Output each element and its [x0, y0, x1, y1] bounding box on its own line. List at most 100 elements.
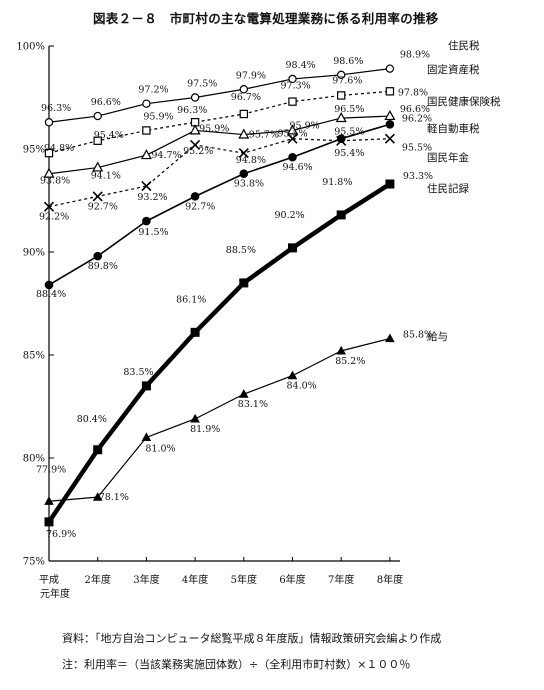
data-label: 98.6% [333, 56, 363, 67]
data-point-marker [140, 149, 152, 160]
data-label: 89.8% [88, 261, 118, 272]
data-point-marker [190, 192, 200, 201]
series-line [48, 123, 391, 286]
data-label: 94.8% [236, 155, 266, 166]
data-point-marker [239, 85, 248, 94]
data-label: 97.8% [398, 87, 428, 98]
x-marker-stroke [43, 201, 55, 212]
data-label: 92.7% [88, 201, 118, 212]
x-tick-label: 4年度 [182, 573, 208, 586]
data-label: 95.9% [143, 111, 173, 122]
x-marker-stroke [92, 191, 103, 202]
data-point-marker [239, 389, 249, 398]
x-tick-label: 5年度 [231, 573, 257, 586]
data-point-marker [93, 111, 102, 121]
data-point-marker [239, 169, 249, 179]
data-point-marker [44, 148, 54, 158]
y-tick-label: 90% [23, 248, 45, 259]
data-label: 96.5% [334, 104, 364, 115]
data-label: 95.4% [94, 130, 124, 141]
data-point-marker [190, 327, 200, 337]
data-point-marker [44, 280, 54, 290]
data-label: 86.1% [176, 294, 206, 305]
data-label: 97.9% [236, 70, 266, 81]
data-point-marker [337, 70, 346, 80]
legend-label: 給与 [427, 330, 448, 343]
x-marker-stroke [336, 135, 347, 146]
series-line [48, 68, 390, 123]
data-label: 77.9% [36, 464, 66, 475]
data-label: 93.8% [234, 179, 264, 190]
data-label: 84.0% [287, 381, 317, 392]
data-point-marker [288, 243, 297, 253]
data-label: 95.5% [278, 129, 308, 140]
data-point-marker [93, 136, 102, 145]
series-給与: 77.9% 78.1% 81.0% 81.9% 83.1% 84.0% 85.2% 85.8%… [36, 330, 448, 505]
data-label: 96.3% [41, 103, 71, 114]
data-label: 96.7% [231, 92, 261, 103]
data-point-marker [239, 278, 249, 288]
data-point-marker [141, 181, 152, 192]
data-label: 92.7% [185, 201, 215, 212]
data-label: 81.9% [190, 424, 220, 435]
data-point-marker [238, 128, 250, 139]
x-tick-label: 8年度 [377, 573, 403, 586]
source-note: 資料：「地方自治コンピュータ総覧平成８年度版」情報政策研究会編より作成 [62, 632, 442, 645]
data-point-marker [190, 93, 200, 102]
data-point-marker [385, 119, 395, 129]
formula-note: 注：利用率＝（当該業務実施団体数）÷（全利用市町村数）×１００％ [62, 658, 411, 671]
data-label: 94.6% [283, 162, 313, 173]
legend-label: 固定資産税 [427, 63, 480, 76]
x-tick-label: 3年度 [133, 573, 159, 586]
data-point-marker [337, 91, 346, 100]
data-point-marker [384, 133, 395, 144]
data-point-marker [43, 201, 55, 212]
data-label: 96.6% [400, 104, 430, 115]
x-marker-stroke [384, 133, 395, 144]
data-label: 96.6% [91, 97, 121, 108]
x-tick-label: 平成元年度 [39, 574, 70, 600]
series-line [48, 90, 390, 154]
x-tick-label: 7年度 [328, 573, 354, 586]
series-固定資産税: 94.8% 95.4% 95.9% 96.3% 96.7% 97.3% 97.6% 97.8%… [44, 63, 480, 158]
y-tick-label: 100% [16, 42, 45, 53]
series-国民年金: 92.2% 92.7% 93.2% 95.2% 94.8% 95.5% 95.4% 95.5%… [39, 129, 469, 223]
data-label: 88.5% [226, 245, 256, 256]
data-label: 93.8% [40, 176, 70, 187]
x-marker-stroke [141, 181, 152, 192]
data-point-marker [239, 109, 248, 119]
data-point-marker [93, 251, 102, 261]
y-tick-label: 80% [23, 454, 45, 465]
data-label: 94.8% [44, 143, 74, 154]
data-label: 76.9% [46, 529, 76, 540]
series-軽自動車税: 88.4% 89.8% 91.5% 92.7% 93.8% 94.6% 95.5% 96.2%… [36, 113, 480, 300]
y-tick-label: 75% [23, 557, 45, 568]
data-point-marker [92, 191, 103, 202]
line-chart: 75% 80% 85% 90% 95% 100% 平成元年度 2年度 3年度 4年度 5年度 6年度 7… [16, 39, 501, 600]
legend-label: 国民年金 [427, 151, 469, 164]
series-line [48, 115, 390, 175]
series-line [47, 182, 392, 524]
data-point-marker [238, 148, 249, 159]
data-label: 85.2% [335, 356, 365, 367]
data-point-marker [288, 74, 297, 84]
data-point-marker [44, 517, 54, 527]
data-label: 88.4% [36, 289, 66, 300]
x-marker-stroke [238, 148, 249, 159]
legend-label: 国民健康保険税 [427, 95, 501, 108]
data-label: 97.3% [281, 81, 311, 92]
data-label: 95.7% [249, 130, 279, 141]
series-住民税: 96.3% 96.6% 97.2% 97.5% 97.9% 98.4% 98.6% 98.9%… [41, 39, 480, 127]
data-point-marker [44, 496, 54, 505]
chart-title: 図表２－８ 市町村の主な電算処理業務に係る利用率の推移 [93, 11, 439, 26]
data-label: 94.7% [151, 150, 181, 161]
data-point-marker [385, 64, 395, 73]
data-label: 96.3% [177, 105, 207, 116]
data-label: 90.2% [275, 210, 305, 221]
data-point-marker [384, 109, 396, 121]
data-point-marker [141, 432, 152, 441]
data-point-marker [190, 413, 200, 423]
y-tick-label: 95% [23, 145, 45, 156]
data-point-marker [92, 161, 104, 172]
data-label: 91.8% [322, 177, 352, 188]
